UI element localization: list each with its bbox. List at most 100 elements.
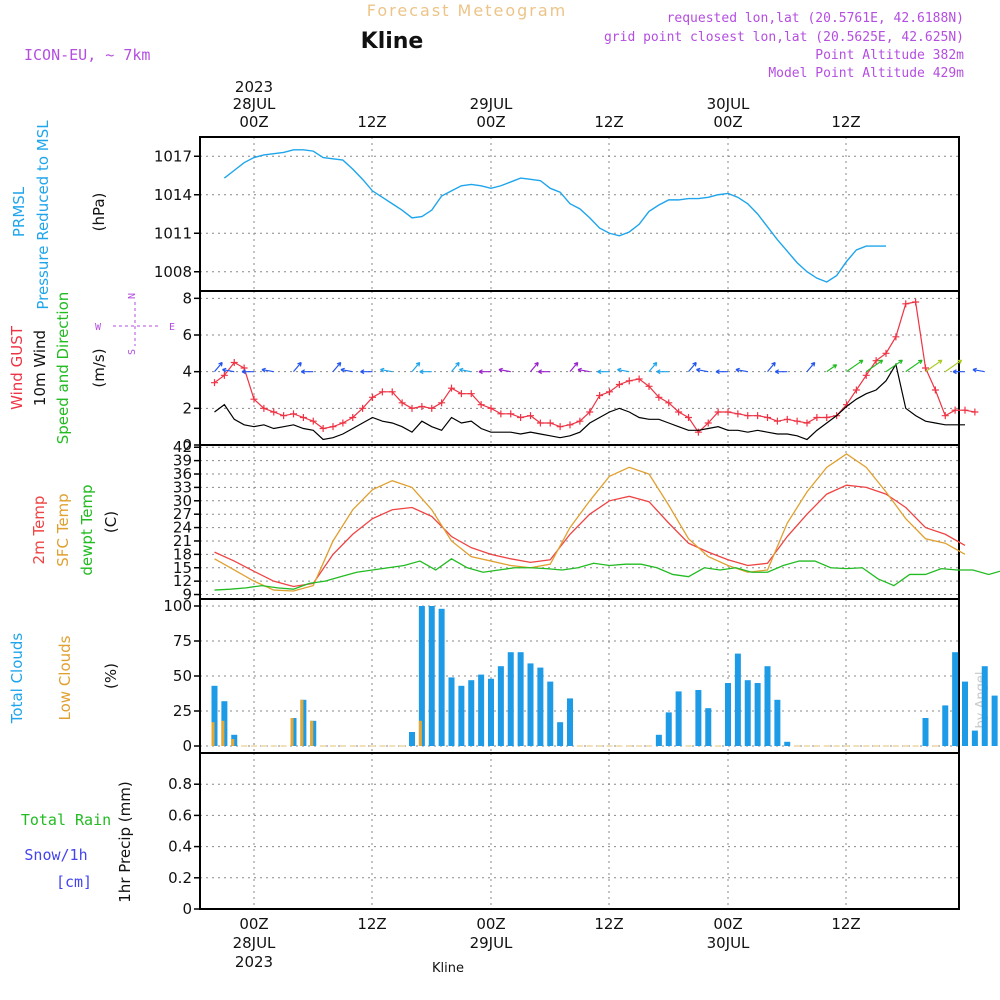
y-tick-label: 1011 (154, 224, 192, 242)
gust-marker (576, 417, 584, 425)
top-time-6: 12Z (831, 113, 860, 131)
y-tick-label: 100 (163, 597, 192, 615)
bottom-time-4: 12Z (594, 915, 623, 933)
gust-marker (852, 386, 860, 394)
total-cloud-bar (527, 663, 534, 746)
y-tick-label: 24 (173, 519, 192, 537)
gust-marker (961, 406, 969, 414)
total-cloud-bar (981, 666, 988, 746)
y-tick-label: 6 (182, 326, 192, 344)
y-tick-label: 0 (182, 900, 192, 918)
gust-marker (260, 404, 268, 412)
low-cloud-bar (231, 739, 235, 746)
wind-direction-arrow (577, 367, 590, 373)
gust-marker (675, 408, 683, 416)
gust-marker (714, 408, 722, 416)
wind-direction-arrow (537, 369, 551, 375)
gust-marker (823, 414, 831, 421)
wind-direction-arrow (332, 361, 342, 373)
gust-marker (309, 417, 317, 425)
gust-marker (783, 415, 791, 423)
wind-dir-label: Speed and Direction (54, 292, 72, 445)
wind-direction-arrow (530, 361, 539, 373)
wind-direction-arrow (944, 359, 963, 373)
gust-marker (536, 419, 544, 427)
wind-direction-arrow (715, 369, 728, 375)
wind-direction-arrow (241, 369, 254, 375)
clouds-unit: (%) (102, 663, 120, 689)
gust-marker (349, 414, 357, 421)
total-cloud-bar (784, 741, 791, 746)
wind-direction-arrow (451, 361, 460, 373)
y-tick-label: 4 (182, 363, 192, 381)
total-cloud-bar (448, 677, 455, 746)
gust-marker (448, 384, 455, 392)
gust-marker (635, 375, 643, 383)
wind-direction-arrow (459, 367, 472, 373)
panel-frame (199, 136, 960, 292)
total-cloud-bar (211, 685, 218, 746)
wind-direction-arrow (597, 369, 610, 375)
pressure-unit: (hPa) (90, 193, 108, 232)
gust-marker (941, 412, 949, 420)
chart-title: Forecast Meteogram (367, 1, 567, 20)
panel-frame (199, 752, 960, 910)
low-clouds-label: Low Clouds (56, 635, 74, 720)
wind10-label: 10m Wind (31, 330, 49, 406)
gust-marker (902, 300, 910, 308)
y-tick-label: 0.6 (168, 806, 192, 824)
y-tick-label: 9 (182, 586, 192, 604)
total-cloud-bar (725, 683, 731, 746)
gust-marker (645, 382, 653, 390)
y-tick-label: 2 (182, 399, 192, 417)
total-cloud-bar (922, 718, 929, 746)
gust-marker (813, 414, 821, 421)
y-tick-label: 15 (173, 559, 192, 577)
top-date-3: 30JUL (707, 95, 750, 113)
total-cloud-bar (942, 705, 949, 746)
gust-marker (931, 386, 939, 394)
wind-gust-label: Wind GUST (8, 325, 26, 410)
total-cloud-bar (754, 683, 761, 746)
dewpoint-line (214, 558, 1000, 591)
top-date-1: 28JUL (233, 95, 276, 113)
gust-marker (951, 406, 959, 414)
total-cloud-bar (695, 690, 702, 746)
pressure-label-2: Pressure Reduced to MSL (34, 120, 52, 310)
total-cloud-bar (547, 681, 554, 746)
top-time-2: 12Z (357, 113, 386, 131)
pressure-label-1: PRMSL (10, 186, 28, 237)
y-tick-label: 21 (173, 532, 192, 550)
wind-direction-arrow (648, 361, 658, 373)
total-cloud-bar (438, 608, 445, 746)
wind-direction-arrow (478, 369, 491, 375)
gust-marker (280, 412, 288, 420)
gust-marker (764, 414, 771, 421)
wind-direction-arrow (925, 359, 943, 373)
y-tick-label: 8 (182, 289, 192, 307)
y-tick-label: 75 (173, 632, 192, 650)
gust-marker (428, 404, 436, 412)
top-time-5: 00Z (713, 113, 742, 131)
top-year: 2023 (235, 78, 273, 96)
gust-marker (586, 408, 594, 416)
gust-marker (665, 399, 673, 407)
wind-direction-arrow (952, 369, 965, 375)
gust-marker (596, 392, 604, 399)
low-cloud-bar (310, 720, 314, 746)
grid-point-coords: grid point closest lon,lat (20.5625E, 42… (604, 30, 964, 45)
bottom-date-1: 28JUL (233, 934, 276, 952)
y-tick-label: 0.2 (168, 869, 192, 887)
total-cloud-bar (507, 652, 514, 746)
requested-coords: requested lon,lat (20.5761E, 42.6188N) (667, 11, 964, 26)
top-date-2: 29JUL (470, 95, 513, 113)
gust-marker (457, 390, 465, 398)
total-cloud-bar (517, 652, 524, 746)
bottom-time-2: 12Z (357, 915, 386, 933)
y-tick-label: 42 (173, 438, 192, 456)
t2m-label: 2m Temp (30, 496, 48, 565)
wind-direction-arrow (340, 367, 353, 373)
gust-marker (487, 404, 495, 412)
low-cloud-bar (211, 722, 215, 746)
total-cloud-bar (665, 712, 672, 746)
